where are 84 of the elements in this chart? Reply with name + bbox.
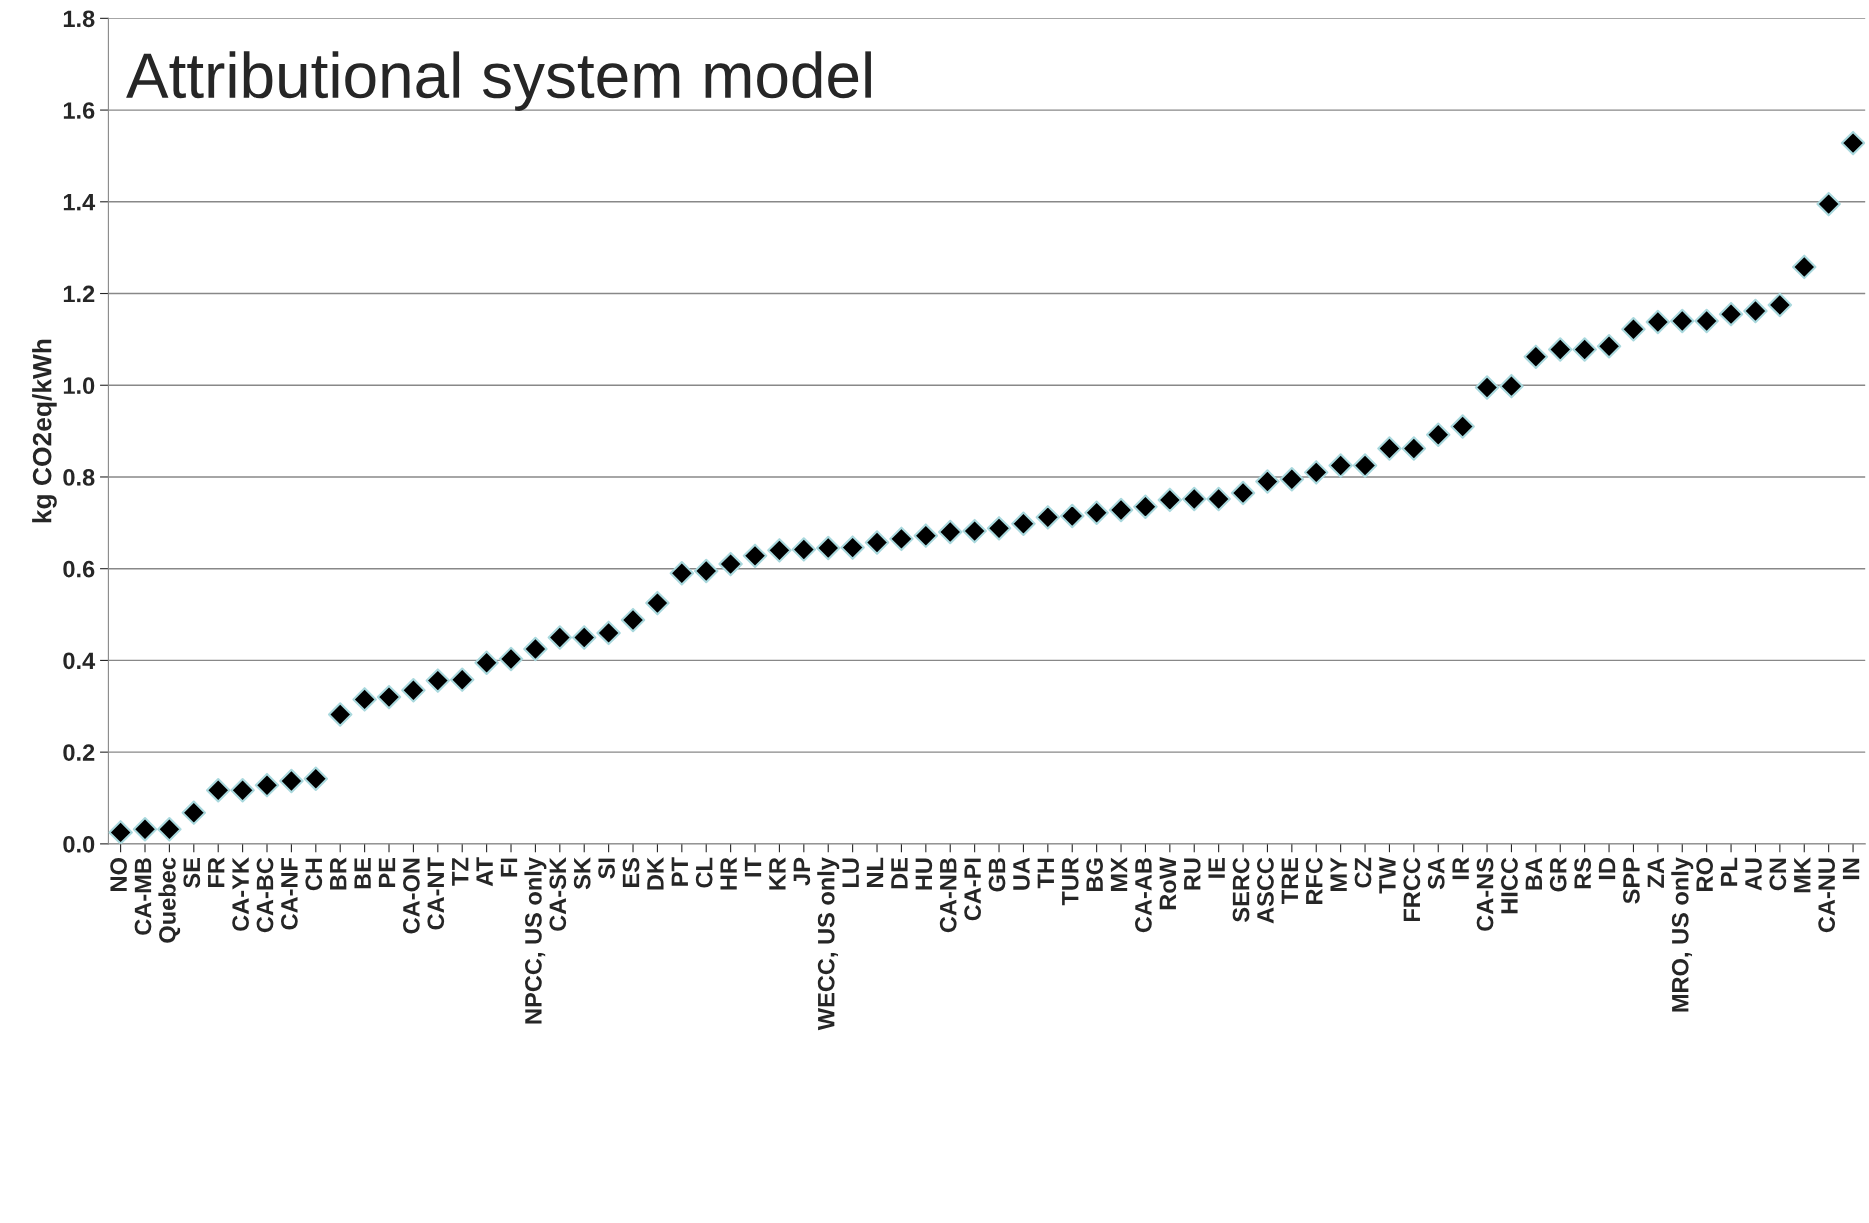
x-tick-label: TRE: [1281, 857, 1298, 905]
x-tick-label: ID: [1598, 858, 1616, 880]
x-tick-label: CA-NS: [1476, 857, 1494, 931]
x-tick-label: CZ: [1354, 857, 1372, 888]
x-tick-label: SERC: [1232, 857, 1250, 922]
x-tick-label: HU: [915, 858, 933, 890]
x-tick-label: CA-YK: [232, 857, 249, 931]
x-tick-label: Quebec: [158, 857, 181, 943]
x-tick-label: TH: [1037, 858, 1054, 889]
y-tick-label: 1.6: [63, 102, 95, 119]
x-tick-label: SA: [1427, 857, 1445, 890]
x-tick-label: NL: [866, 857, 884, 887]
x-tick-label: BG: [1086, 858, 1103, 891]
x-tick-label: CL: [695, 857, 713, 888]
x-tick-label: CA-NF: [281, 857, 298, 930]
x-tick-label: UA: [1013, 857, 1030, 890]
x-tick-label: CN: [1769, 858, 1787, 891]
x-tick-label: CH: [305, 858, 323, 891]
x-tick-label: FRCC: [1403, 857, 1421, 922]
x-tick-label: PL: [1720, 857, 1738, 886]
y-tick-label: 0.8: [63, 469, 95, 486]
x-tick-label: TZ: [452, 857, 469, 886]
x-tick-label: CA-NT: [427, 857, 445, 930]
x-tick-label: CA-SK: [549, 857, 567, 931]
y-tick-label: 1.2: [63, 285, 95, 303]
x-tick-label: IR: [1452, 857, 1469, 880]
chart-title: Attributional system model: [126, 51, 871, 111]
x-tick-label: GB: [988, 858, 1006, 892]
x-tick-label: HICC: [1501, 857, 1518, 914]
x-tick-label: KR: [769, 857, 786, 890]
x-tick-label: MX: [1110, 857, 1128, 891]
x-tick-label: MK: [1794, 857, 1811, 893]
x-tick-label: ZA: [1647, 857, 1664, 888]
x-tick-label: HR: [720, 857, 737, 890]
x-tick-label: DE: [891, 857, 908, 889]
x-tick-label: SI: [598, 858, 615, 879]
y-tick-label: 0.4: [63, 652, 96, 670]
y-tick-label: 0.2: [63, 744, 95, 761]
x-tick-label: RU: [1184, 858, 1201, 890]
x-tick-label: FR: [208, 857, 225, 887]
x-tick-label: GR: [1549, 857, 1567, 892]
x-tick-label: RFC: [1305, 857, 1323, 905]
y-tick-label: 0.6: [63, 560, 95, 578]
x-tick-label: BE: [354, 857, 371, 889]
x-tick-label: IN: [1842, 858, 1860, 880]
x-tick-label: IT: [744, 857, 762, 877]
x-tick-label: NPCC, US only: [524, 857, 547, 1024]
y-tick-label: 0.0: [63, 835, 95, 853]
x-tick-label: AU: [1745, 858, 1762, 891]
y-tick-label: 1.0: [63, 377, 95, 395]
y-tick-label: 1.4: [63, 194, 96, 211]
x-tick-label: RoW: [1159, 857, 1177, 910]
x-tick-label: ASCC: [1257, 857, 1274, 924]
x-tick-label: SK: [573, 857, 591, 890]
x-tick-label: TUR: [1062, 857, 1079, 906]
x-tick-label: AT: [476, 857, 493, 887]
x-tick-label: CA-AB: [1135, 858, 1152, 933]
x-tick-label: DK: [647, 857, 664, 890]
x-tick-label: BA: [1525, 857, 1542, 890]
x-tick-label: WECC, US only: [817, 857, 840, 1031]
x-tick-label: IE: [1208, 857, 1225, 878]
x-tick-label: CA-NU: [1818, 858, 1835, 933]
x-tick-label: NO: [110, 858, 127, 891]
x-tick-label: LU: [842, 858, 859, 887]
y-axis-title: kg CO2eq/kWh: [32, 339, 57, 523]
x-tick-label: FI: [500, 858, 518, 877]
x-tick-label: CA-NB: [939, 858, 957, 933]
x-tick-label: MRO, US only: [1671, 857, 1694, 1012]
x-tick-label: RS: [1574, 857, 1591, 889]
x-tick-label: PT: [671, 857, 688, 886]
y-tick-label: 1.8: [63, 10, 95, 28]
x-tick-label: TW: [1379, 857, 1396, 894]
x-tick-label: CA-PI: [964, 858, 981, 921]
x-tick-label: CA-MB: [134, 858, 152, 935]
x-tick-label: BR: [330, 857, 347, 890]
x-tick-label: CA-ON: [403, 858, 420, 934]
x-tick-label: SPP: [1623, 857, 1640, 904]
x-tick-label: MY: [1330, 857, 1347, 891]
x-tick-label: PE: [378, 857, 396, 887]
x-tick-label: SE: [183, 857, 201, 888]
x-tick-label: JP: [793, 857, 811, 886]
x-tick-label: CA-BC: [256, 857, 274, 933]
x-tick-label: ES: [622, 857, 640, 887]
x-tick-label: RO: [1696, 858, 1713, 891]
